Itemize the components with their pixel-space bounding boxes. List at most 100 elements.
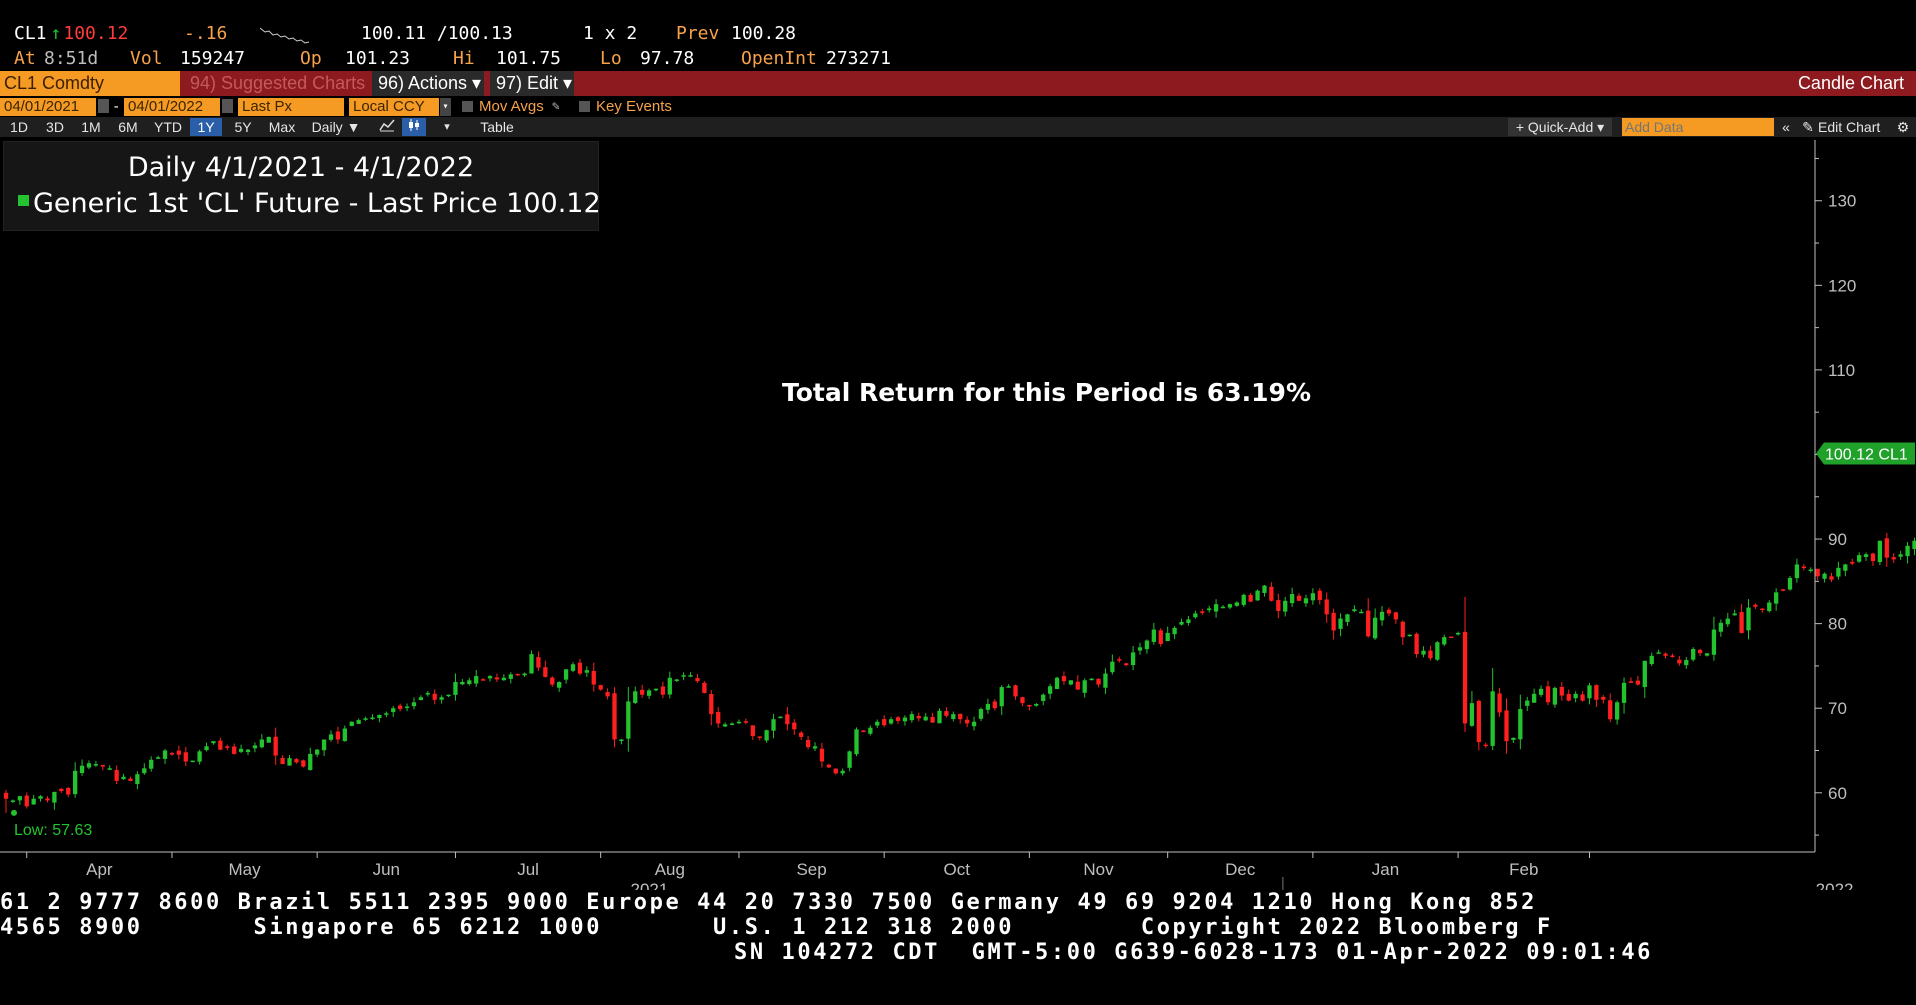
candle-chart-icon[interactable] xyxy=(402,118,426,136)
candle-body xyxy=(1504,710,1509,742)
candle-body xyxy=(716,712,721,724)
calendar-icon[interactable] xyxy=(98,99,109,113)
candle-body xyxy=(1905,545,1910,557)
candle-body xyxy=(833,768,838,774)
candle-body xyxy=(729,723,735,725)
frequency-select[interactable]: Daily ▼ xyxy=(311,119,361,135)
candle-body xyxy=(3,792,9,799)
candle-body xyxy=(1338,618,1343,629)
table-button[interactable]: Table xyxy=(480,119,514,135)
candle-body xyxy=(861,730,866,733)
candle-body xyxy=(432,693,437,700)
at-label: At xyxy=(14,48,36,69)
x-tick-label: Jun xyxy=(373,860,400,879)
candle-body xyxy=(640,689,645,695)
candle-body xyxy=(425,692,430,695)
legend-series: Generic 1st 'CL' Future - Last Price 100… xyxy=(18,188,601,219)
net-change: -.16 xyxy=(184,23,228,44)
pencil-icon[interactable]: ✎ xyxy=(1802,119,1814,135)
candle-body xyxy=(287,758,292,766)
candle-body xyxy=(757,736,762,738)
key-events-checkbox[interactable] xyxy=(579,101,590,112)
candle-body xyxy=(93,764,99,766)
candle-body xyxy=(1850,561,1855,564)
start-date-field[interactable]: 04/01/2021 xyxy=(0,98,96,116)
security-field[interactable]: CL1 Comdty xyxy=(0,71,180,96)
candle-body xyxy=(1594,685,1599,700)
candle-body xyxy=(1476,700,1481,743)
chevron-down-icon[interactable]: ▾ xyxy=(444,121,450,133)
open-value: 101.23 xyxy=(345,48,411,69)
candle-body xyxy=(1525,700,1530,706)
candle-body xyxy=(1144,640,1150,650)
candle-body xyxy=(605,692,610,697)
ticker: CL1 xyxy=(14,23,47,44)
x-tick-label: Feb xyxy=(1509,860,1538,879)
period-5y[interactable]: 5Y xyxy=(234,119,252,135)
pencil-icon[interactable]: ✎ xyxy=(552,99,560,114)
end-date-field[interactable]: 04/01/2022 xyxy=(124,98,220,116)
candle-body xyxy=(391,708,396,713)
candle-body xyxy=(439,697,444,700)
period-1m[interactable]: 1M xyxy=(81,119,101,135)
period-1d[interactable]: 1D xyxy=(10,119,28,135)
gear-icon[interactable]: ⚙ xyxy=(1896,119,1910,135)
candle-body xyxy=(930,716,935,723)
y-tick-label: 110 xyxy=(1828,361,1855,380)
candle-body xyxy=(515,673,520,676)
candle-body xyxy=(162,750,168,759)
candle-body xyxy=(1829,576,1834,580)
currency-select[interactable]: Local CCY xyxy=(349,98,439,116)
low-label: Low: 57.63 xyxy=(14,822,92,839)
candle-body xyxy=(1068,680,1074,685)
candle-body xyxy=(218,740,223,750)
candle-body xyxy=(232,746,237,754)
x-axis: AprMayJunJulAugSepOctNovDecJanFebMar2021… xyxy=(0,851,1853,890)
calendar-icon[interactable] xyxy=(222,99,233,113)
candle-body xyxy=(937,710,942,724)
period-3d[interactable]: 3D xyxy=(46,119,64,135)
candle-body xyxy=(10,800,16,802)
candle-body xyxy=(1774,592,1779,604)
year-label: 2021 xyxy=(631,880,669,890)
footer-contact-line: 61 2 9777 8600 Brazil 5511 2395 9000 Eur… xyxy=(0,890,1537,915)
candle-body xyxy=(52,791,57,803)
field-select[interactable]: Last Px xyxy=(238,98,344,116)
y-tick-label: 90 xyxy=(1828,530,1847,549)
collapse-icon[interactable]: « xyxy=(1782,119,1790,135)
candle-body xyxy=(1310,593,1316,601)
actions-menu[interactable]: 96) Actions ▾ xyxy=(372,71,484,96)
period-ytd[interactable]: YTD xyxy=(154,119,182,135)
candle-body xyxy=(446,694,451,697)
suggested-charts-button[interactable]: 94) Suggested Charts xyxy=(190,73,366,93)
candle-body xyxy=(1207,608,1212,611)
candle-body xyxy=(1912,540,1916,550)
add-data-input[interactable] xyxy=(1622,118,1774,136)
candle-body xyxy=(328,734,334,740)
period-6m[interactable]: 6M xyxy=(118,119,138,135)
candle-body xyxy=(1490,691,1495,746)
edit-menu[interactable]: 97) Edit ▾ xyxy=(490,71,574,96)
period-max[interactable]: Max xyxy=(268,119,296,135)
line-chart-icon[interactable] xyxy=(378,118,396,136)
openint-label: OpenInt xyxy=(741,48,817,69)
candle-body xyxy=(1151,629,1156,642)
candle-body xyxy=(1393,612,1399,620)
candle-body xyxy=(1621,682,1627,703)
candle-body xyxy=(384,713,389,715)
legend-title: Daily 4/1/2021 - 4/1/2022 xyxy=(127,152,475,183)
candle-body xyxy=(1559,686,1564,696)
candle-chart[interactable]: 60708090100110120130 AprMayJunJulAugSepO… xyxy=(0,138,1916,890)
candle-body xyxy=(73,770,78,795)
candle-body xyxy=(467,680,472,685)
total-return-annotation: Total Return for this Period is 63.19% xyxy=(782,378,1312,407)
chevron-down-icon[interactable]: ▾ xyxy=(440,98,451,116)
candle-body xyxy=(480,679,486,681)
candle-body xyxy=(619,739,624,742)
quick-add-button[interactable]: + Quick-Add ▾ xyxy=(1508,118,1612,136)
mov-avgs-checkbox[interactable] xyxy=(462,101,473,112)
edit-chart-button[interactable]: Edit Chart xyxy=(1818,119,1881,135)
period-1y[interactable]: 1Y xyxy=(190,118,222,136)
candle-body xyxy=(1822,573,1827,579)
candle-body xyxy=(1794,564,1800,579)
